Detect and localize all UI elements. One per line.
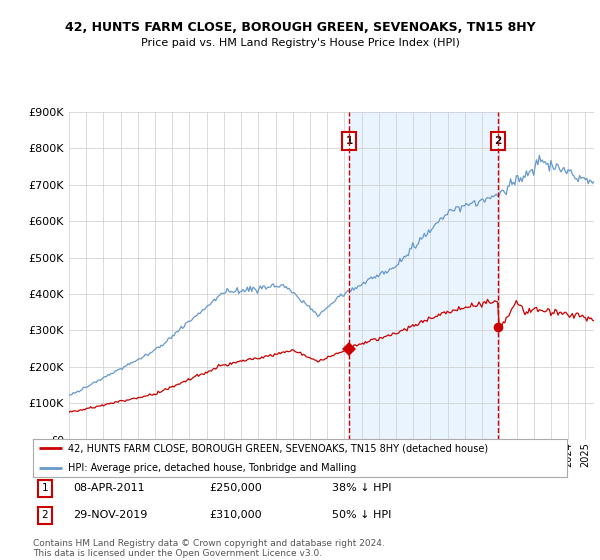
Text: HPI: Average price, detached house, Tonbridge and Malling: HPI: Average price, detached house, Tonb… [68,463,356,473]
Text: 50% ↓ HPI: 50% ↓ HPI [332,510,391,520]
Text: £250,000: £250,000 [209,483,262,493]
Text: £310,000: £310,000 [209,510,262,520]
Text: 08-APR-2011: 08-APR-2011 [73,483,145,493]
Bar [349,112,498,440]
Text: 2: 2 [494,136,502,146]
Text: 42, HUNTS FARM CLOSE, BOROUGH GREEN, SEVENOAKS, TN15 8HY: 42, HUNTS FARM CLOSE, BOROUGH GREEN, SEV… [65,21,535,34]
Text: 1: 1 [346,136,353,146]
Text: 38% ↓ HPI: 38% ↓ HPI [332,483,392,493]
Text: 1: 1 [41,483,48,493]
Text: 2: 2 [41,510,48,520]
Text: 42, HUNTS FARM CLOSE, BOROUGH GREEN, SEVENOAKS, TN15 8HY (detached house): 42, HUNTS FARM CLOSE, BOROUGH GREEN, SEV… [68,443,488,453]
Text: Price paid vs. HM Land Registry's House Price Index (HPI): Price paid vs. HM Land Registry's House … [140,38,460,48]
Text: Contains HM Land Registry data © Crown copyright and database right 2024.
This d: Contains HM Land Registry data © Crown c… [33,539,385,558]
Text: 29-NOV-2019: 29-NOV-2019 [73,510,148,520]
